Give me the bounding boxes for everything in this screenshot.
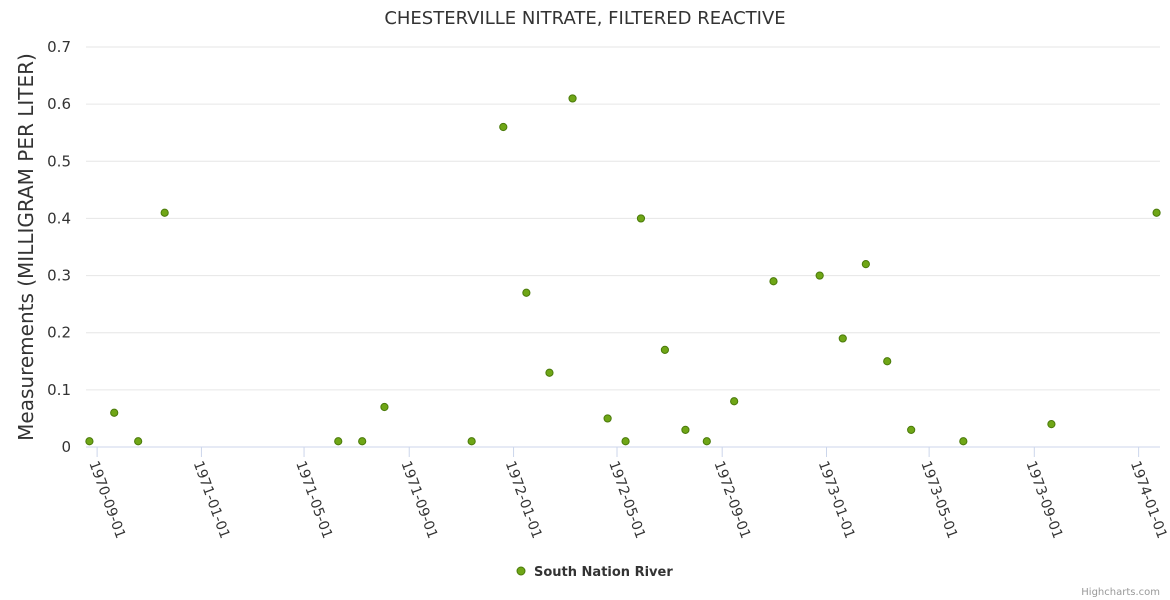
legend-marker (516, 566, 526, 576)
legend-label[interactable]: South Nation River (534, 565, 673, 580)
x-tick-label: 1972-01-01 (502, 459, 545, 541)
data-point[interactable] (636, 214, 646, 223)
data-point[interactable] (85, 437, 94, 446)
x-tick-label: 1973-01-01 (815, 459, 858, 541)
data-point[interactable] (545, 368, 554, 377)
data-point[interactable] (522, 288, 531, 297)
y-tick-label: 0.5 (47, 152, 71, 170)
y-tick-label: 0 (61, 438, 71, 456)
data-point[interactable] (380, 402, 389, 412)
legend[interactable]: South Nation River (516, 565, 673, 580)
grid-lines (86, 46, 1160, 448)
data-point[interactable] (861, 260, 870, 269)
x-tick-label: 1973-05-01 (917, 459, 960, 541)
data-point[interactable] (959, 437, 968, 446)
y-axis-label: Measurements (MILLIGRAM PER LITER) (14, 53, 38, 441)
y-tick-label: 0.3 (47, 267, 71, 285)
data-point[interactable] (838, 334, 847, 343)
x-tick-label: 1970-09-01 (85, 459, 128, 541)
data-point[interactable] (815, 271, 824, 280)
data-point[interactable] (160, 208, 169, 217)
y-axis-ticks: 0 0.1 0.2 0.3 0.4 0.5 0.6 0.7 (47, 38, 71, 456)
y-tick-label: 0.4 (47, 209, 71, 227)
x-tick-label: 1971-09-01 (397, 459, 440, 541)
data-point[interactable] (769, 277, 778, 286)
chart-title: CHESTERVILLE NITRATE, FILTERED REACTIVE (384, 8, 785, 29)
x-axis: 1970-09-01 1971-01-01 1971-05-01 1971-09-01… (85, 447, 1170, 541)
x-tick-label: 1972-09-01 (710, 459, 753, 541)
y-tick-label: 0.2 (47, 324, 71, 342)
data-point[interactable] (334, 437, 343, 446)
data-point[interactable] (499, 122, 508, 132)
x-tick-label: 1971-01-01 (190, 459, 233, 541)
data-point[interactable] (681, 425, 690, 434)
data-point[interactable] (467, 437, 476, 446)
y-tick-label: 0.6 (47, 95, 71, 113)
x-tick-label: 1972-05-01 (605, 459, 648, 541)
data-point[interactable] (568, 94, 577, 103)
data-point[interactable] (883, 357, 892, 366)
data-point[interactable] (134, 437, 143, 446)
y-tick-label: 0.1 (47, 381, 71, 399)
data-point[interactable] (907, 425, 916, 434)
data-point[interactable] (603, 414, 612, 423)
data-point[interactable] (110, 408, 119, 417)
data-point[interactable] (660, 345, 669, 354)
data-points (85, 94, 1161, 446)
data-point[interactable] (358, 437, 367, 446)
x-tick-label: 1973-09-01 (1023, 459, 1066, 541)
data-point[interactable] (730, 397, 739, 406)
x-tick-label: 1974-01-01 (1127, 459, 1170, 541)
data-point[interactable] (1152, 208, 1161, 217)
credits-link[interactable]: Highcharts.com (1081, 587, 1160, 598)
y-tick-label: 0.7 (47, 38, 71, 56)
x-tick-label: 1971-05-01 (292, 459, 335, 541)
data-point[interactable] (1047, 420, 1056, 429)
data-point[interactable] (621, 437, 630, 446)
data-point[interactable] (702, 437, 711, 446)
